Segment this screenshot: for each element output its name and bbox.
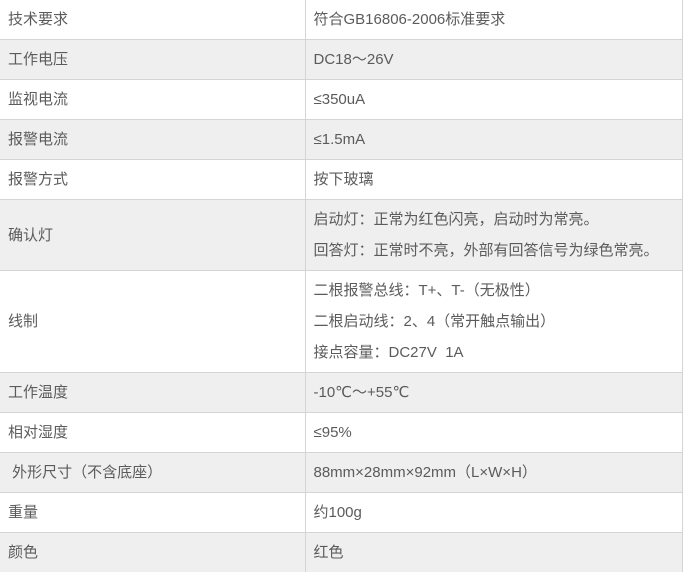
spec-label: 技术要求 [0, 0, 306, 40]
spec-value: 二根报警总线：T+、T-（无极性） 二根启动线：2、4（常开触点输出） 接点容量：D… [305, 270, 683, 373]
spec-label: 工作温度 [0, 372, 306, 413]
table-row: 工作电压 DC18～26V [0, 39, 683, 80]
spec-value: 约100g [305, 492, 683, 533]
spec-value-line: ≤95% [313, 424, 352, 441]
spec-value-line: 按下玻璃 [313, 171, 374, 188]
spec-value-line: 启动灯：正常为红色闪亮，启动时为常亮。 [313, 211, 599, 228]
table-row: 重量 约100g [0, 492, 683, 533]
spec-label: 线制 [0, 270, 306, 373]
spec-value-line: 符合GB16806-2006标准要求 [313, 11, 506, 28]
spec-value-line: 接点容量：DC27V 1A [313, 344, 464, 361]
table-row: 确认灯 启动灯：正常为红色闪亮，启动时为常亮。回答灯：正常时不亮，外部有回答信号为… [0, 199, 683, 271]
spec-value-line: 二根报警总线：T+、T-（无极性） [313, 282, 540, 299]
table-row: 报警方式 按下玻璃 [0, 159, 683, 200]
spec-value: 启动灯：正常为红色闪亮，启动时为常亮。回答灯：正常时不亮，外部有回答信号为绿色常… [305, 199, 683, 271]
spec-label: 报警电流 [0, 119, 306, 160]
table-row: 报警电流 ≤1.5mA [0, 119, 683, 160]
spec-label: 工作电压 [0, 39, 306, 80]
table-row: 相对湿度 ≤95% [0, 412, 683, 453]
spec-value: 符合GB16806-2006标准要求 [305, 0, 683, 40]
spec-value: 按下玻璃 [305, 159, 683, 200]
spec-label: 报警方式 [0, 159, 306, 200]
spec-value: 88mm×28mm×92mm（L×W×H） [305, 452, 683, 493]
table-row: 监视电流 ≤350uA [0, 79, 683, 120]
spec-value: ≤1.5mA [305, 119, 683, 160]
spec-label: 外形尺寸（不含底座） [0, 452, 306, 493]
spec-value: 红色 [305, 532, 683, 572]
spec-value-line: 红色 [313, 544, 344, 561]
spec-value-line: 88mm×28mm×92mm（L×W×H） [313, 464, 537, 481]
spec-value-line: 约100g [313, 504, 362, 521]
table-row: 技术要求 符合GB16806-2006标准要求 [0, 0, 683, 40]
table-row: 外形尺寸（不含底座） 88mm×28mm×92mm（L×W×H） [0, 452, 683, 493]
spec-label: 相对湿度 [0, 412, 306, 453]
spec-value: -10℃～+55℃ [305, 372, 683, 413]
table-row: 线制 二根报警总线：T+、T-（无极性） 二根启动线：2、4（常开触点输出） 接点容量… [0, 270, 683, 373]
spec-value: ≤350uA [305, 79, 683, 120]
spec-value-line: -10℃～+55℃ [313, 384, 410, 401]
spec-value-line: DC18～26V [313, 51, 394, 68]
spec-label: 重量 [0, 492, 306, 533]
spec-value: DC18～26V [305, 39, 683, 80]
spec-label: 监视电流 [0, 79, 306, 120]
table-row: 颜色 红色 [0, 532, 683, 572]
spec-value-line: ≤350uA [313, 91, 366, 108]
spec-label: 确认灯 [0, 199, 306, 271]
spec-label: 颜色 [0, 532, 306, 572]
table-row: 工作温度 -10℃～+55℃ [0, 372, 683, 413]
spec-value-line: ≤1.5mA [313, 131, 366, 148]
spec-value: ≤95% [305, 412, 683, 453]
spec-value-line: 二根启动线：2、4（常开触点输出） [313, 313, 556, 330]
spec-value-line: 回答灯：正常时不亮，外部有回答信号为绿色常亮。 [313, 242, 659, 259]
